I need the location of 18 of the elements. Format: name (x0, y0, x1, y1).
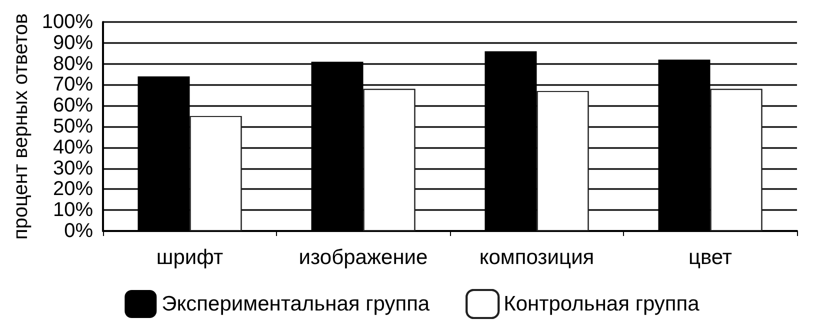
legend-label: Экспериментальная группа (162, 292, 430, 316)
y-tick-label: 20% (52, 178, 94, 200)
y-tick-label: 60% (52, 94, 94, 117)
y-tick-label: 50% (52, 116, 94, 138)
x-tick-label: шрифт (156, 246, 224, 269)
x-tick-label: композиция (479, 246, 594, 269)
y-tick-label: 10% (52, 199, 94, 222)
y-tick-label: 40% (52, 136, 94, 158)
y-tick-label: 70% (52, 74, 94, 96)
y-tick-label: 80% (52, 52, 94, 75)
y-axis-title: процент верных ответов (10, 13, 32, 240)
x-tick-label: цвет (688, 246, 732, 269)
x-tick-label: изображение (298, 246, 428, 269)
y-tick-label: 100% (42, 11, 94, 33)
y-tick-label: 0% (64, 220, 94, 242)
y-tick-label: 30% (52, 157, 94, 180)
y-tick-label: 90% (52, 32, 94, 54)
legend-label: Контрольная группа (504, 292, 700, 316)
